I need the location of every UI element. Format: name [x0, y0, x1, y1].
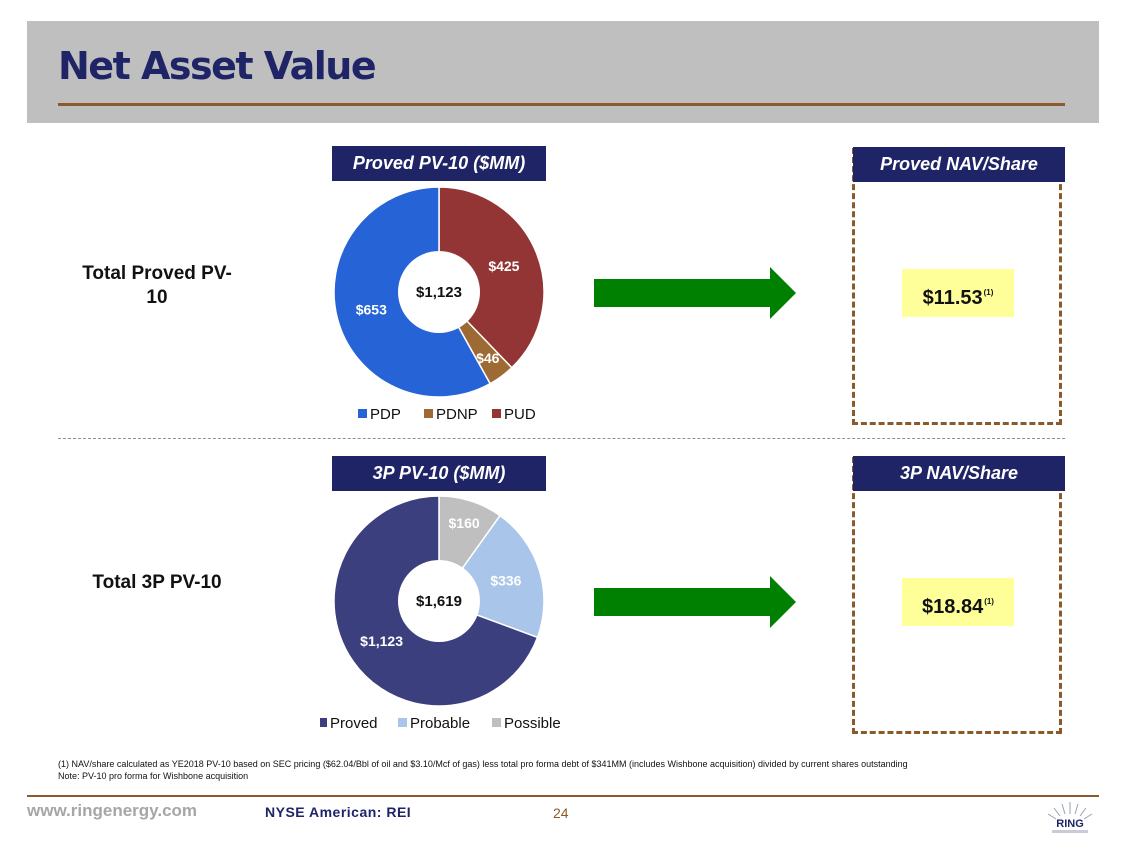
arrow-right-icon [594, 267, 796, 319]
slice-label-possible: $160 [449, 515, 480, 531]
legend-label-probable: Probable [410, 715, 470, 732]
legend-swatch-pud [492, 409, 501, 418]
slice-label-proved: $1,123 [360, 633, 403, 649]
nav-title-proved: Proved NAV/Share [853, 147, 1065, 182]
ring-logo: RING [1047, 802, 1093, 833]
arrow-right-icon [594, 576, 796, 628]
nav-footnote-ref: (1) [984, 597, 994, 606]
legend-label-pdnp: PDNP [436, 406, 478, 423]
center-total-label: $1,123 [416, 284, 462, 301]
legend-label-pud: PUD [504, 406, 536, 423]
row-label-proved: Total Proved PV-10 [82, 263, 232, 308]
section-divider [58, 438, 1065, 439]
ring-logo-text: RING [1056, 818, 1084, 830]
legend-swatch-possible [492, 718, 501, 727]
nav-value-proved: $11.53(1) [902, 269, 1014, 317]
nav-title-3p: 3P NAV/Share [853, 456, 1065, 491]
page-title: Net Asset Value [58, 44, 377, 88]
footer-ticker: NYSE American: REI [265, 804, 412, 820]
nav-footnote-ref: (1) [983, 288, 994, 297]
legend-label-possible: Possible [504, 715, 561, 732]
slice-label-probable: $336 [490, 573, 521, 589]
slice-label-pud: $425 [488, 258, 519, 274]
nav-value-3p: $18.84(1) [902, 578, 1014, 626]
pie-slice-pud [438, 186, 545, 369]
title-rule [58, 103, 1065, 106]
slice-label-pdp: $653 [356, 302, 387, 318]
legend-label-proved: Proved [330, 715, 378, 732]
nav-value-proved-text: $11.53 [922, 287, 983, 309]
footnote-2: Note: PV-10 pro forma for Wishbone acqui… [58, 771, 249, 781]
legend-swatch-probable [398, 718, 407, 727]
pie-chart-3p: $160 $336 $1,123 $1,619 Proved Probable Possib… [320, 495, 561, 732]
nav-value-3p-text: $18.84 [922, 596, 984, 618]
chart-title-proved: Proved PV-10 ($MM) [332, 146, 546, 181]
legend-swatch-pdp [358, 409, 367, 418]
legend-swatch-pdnp [424, 409, 433, 418]
donut-hole [398, 560, 480, 642]
donut-hole [398, 251, 480, 333]
footer-url[interactable]: www.ringenergy.com [27, 801, 198, 820]
slice-label-pdnp: $46 [476, 350, 500, 366]
header-band [27, 21, 1099, 123]
legend-label-pdp: PDP [370, 406, 401, 423]
page-number: 24 [553, 805, 569, 821]
legend-swatch-proved [320, 718, 327, 727]
row-label-3p: Total 3P PV-10 [92, 572, 222, 593]
chart-title-3p: 3P PV-10 ($MM) [332, 456, 546, 491]
footer-rule [27, 795, 1099, 797]
center-total-label: $1,619 [416, 593, 462, 610]
footnote-1: (1) NAV/share calculated as YE2018 PV-10… [58, 759, 908, 769]
pie-chart-proved: $425 $46 $653 $1,123 PDP PDNP PUD [333, 186, 545, 423]
